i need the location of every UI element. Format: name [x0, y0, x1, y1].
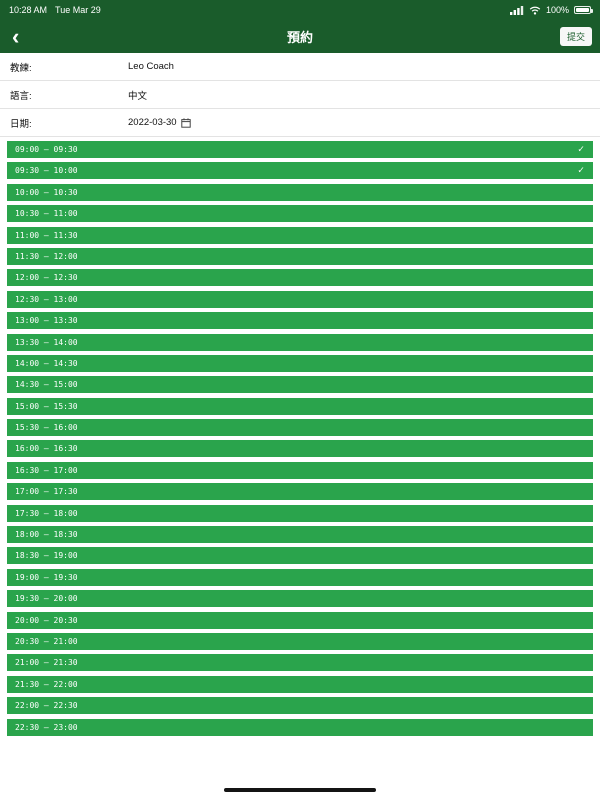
checkmark-icon: ✓: [577, 164, 584, 176]
time-slot-label: 12:00 – 12:30: [15, 273, 78, 283]
time-slot[interactable]: 10:30 – 11:00: [7, 205, 593, 223]
language-row: 語言: 中文: [0, 81, 600, 109]
time-slot-label: 21:30 – 22:00: [15, 679, 78, 689]
time-slot[interactable]: 09:00 – 09:30 ✓: [7, 141, 593, 158]
time-slot[interactable]: 19:30 – 20:00: [7, 590, 593, 608]
status-left: 10:28 AM Tue Mar 29: [9, 5, 101, 15]
time-slot-label: 20:30 – 21:00: [15, 636, 78, 646]
time-slot[interactable]: 11:30 – 12:00: [7, 247, 593, 265]
time-slot[interactable]: 20:00 – 20:30: [7, 611, 593, 629]
checkmark-icon: ✓: [577, 143, 584, 155]
date-value: 2022-03-30: [128, 117, 177, 128]
time-slot[interactable]: 19:00 – 19:30: [7, 568, 593, 586]
time-slot[interactable]: 13:30 – 14:00: [7, 333, 593, 351]
time-slot[interactable]: 21:30 – 22:00: [7, 675, 593, 693]
time-slot-label: 19:00 – 19:30: [15, 572, 78, 582]
wifi-icon: [529, 6, 541, 15]
calendar-icon: [180, 117, 191, 128]
time-slot[interactable]: 15:30 – 16:00: [7, 419, 593, 437]
time-slot[interactable]: 17:30 – 18:00: [7, 504, 593, 522]
nav-bar: ‹ 預約 提交: [0, 20, 600, 53]
time-slot[interactable]: 16:00 – 16:30: [7, 440, 593, 458]
date-row: 日期: 2022-03-30: [0, 109, 600, 137]
date-picker[interactable]: 2022-03-30: [128, 117, 191, 128]
time-slot-label: 16:00 – 16:30: [15, 444, 78, 454]
status-time: 10:28 AM: [9, 5, 48, 15]
time-slot[interactable]: 20:30 – 21:00: [7, 632, 593, 650]
time-slot-label: 10:00 – 10:30: [15, 187, 78, 197]
submit-button[interactable]: 提交: [559, 27, 592, 46]
time-slot[interactable]: 14:00 – 14:30: [7, 354, 593, 372]
back-button[interactable]: ‹: [8, 23, 23, 51]
time-slot[interactable]: 21:00 – 21:30: [7, 654, 593, 672]
time-slot[interactable]: 16:30 – 17:00: [7, 461, 593, 479]
time-slot[interactable]: 18:00 – 18:30: [7, 526, 593, 544]
back-chevron-icon: ‹: [12, 23, 20, 49]
time-slot-label: 17:30 – 18:00: [15, 508, 78, 518]
time-slot-label: 14:30 – 15:00: [15, 380, 78, 390]
time-slot-label: 09:00 – 09:30: [15, 145, 78, 154]
battery-percent: 100%: [545, 5, 569, 15]
coach-select[interactable]: Leo Coach: [128, 61, 174, 72]
time-slot-label: 16:30 – 17:00: [15, 465, 78, 475]
booking-form: 教練: Leo Coach 語言: 中文 日期: 2022-03-30: [0, 53, 600, 137]
time-slot-label: 15:30 – 16:00: [15, 423, 78, 433]
signal-icon: [509, 5, 524, 15]
time-slot[interactable]: 12:30 – 13:00: [7, 290, 593, 308]
time-slot-label: 11:30 – 12:00: [15, 251, 78, 261]
time-slot-label: 18:30 – 19:00: [15, 551, 78, 561]
time-slot-label: 20:00 – 20:30: [15, 615, 78, 625]
time-slot-label: 12:30 – 13:00: [15, 294, 78, 304]
time-slot[interactable]: 10:00 – 10:30: [7, 183, 593, 201]
status-date: Tue Mar 29: [55, 5, 101, 15]
time-slot[interactable]: 12:00 – 12:30: [7, 269, 593, 287]
coach-label: 教練:: [10, 62, 32, 74]
coach-row: 教練: Leo Coach: [0, 53, 600, 81]
date-label: 日期:: [10, 118, 32, 130]
time-slot-label: 22:30 – 23:00: [15, 722, 78, 732]
time-slot[interactable]: 14:30 – 15:00: [7, 376, 593, 394]
time-slot-label: 13:00 – 13:30: [15, 316, 78, 326]
time-slot-label: 22:00 – 22:30: [15, 701, 78, 711]
battery-icon: [574, 6, 593, 14]
time-slot-label: 17:00 – 17:30: [15, 487, 78, 497]
time-slot-label: 10:30 – 11:00: [15, 209, 78, 219]
slot-list: 09:00 – 09:30 ✓ 09:30 – 10:00 ✓ 10:00 – 10:3…: [0, 137, 600, 736]
time-slot-label: 13:30 – 14:00: [15, 337, 78, 347]
time-slot-label: 19:30 – 20:00: [15, 594, 78, 604]
time-slot[interactable]: 15:00 – 15:30: [7, 397, 593, 415]
language-label: 語言:: [10, 90, 32, 102]
time-slot-label: 09:30 – 10:00: [15, 166, 78, 176]
time-slot-label: 15:00 – 15:30: [15, 401, 78, 411]
time-slot-label: 11:00 – 11:30: [15, 230, 78, 240]
time-slot[interactable]: 09:30 – 10:00 ✓: [7, 162, 593, 180]
time-slot-label: 21:00 – 21:30: [15, 658, 78, 668]
time-slot[interactable]: 22:00 – 22:30: [7, 697, 593, 715]
time-slot-label: 14:00 – 14:30: [15, 358, 78, 368]
time-slot[interactable]: 17:00 – 17:30: [7, 483, 593, 501]
status-bar: 10:28 AM Tue Mar 29 100%: [0, 0, 600, 20]
home-indicator[interactable]: [224, 788, 376, 792]
language-select[interactable]: 中文: [128, 90, 148, 102]
time-slot[interactable]: 22:30 – 23:00: [7, 718, 593, 736]
time-slot[interactable]: 18:30 – 19:00: [7, 547, 593, 565]
time-slot-label: 18:00 – 18:30: [15, 530, 78, 540]
status-right: 100%: [509, 5, 593, 15]
time-slot[interactable]: 13:00 – 13:30: [7, 312, 593, 330]
page-title: 預約: [286, 30, 313, 45]
time-slot[interactable]: 11:00 – 11:30: [7, 226, 593, 244]
